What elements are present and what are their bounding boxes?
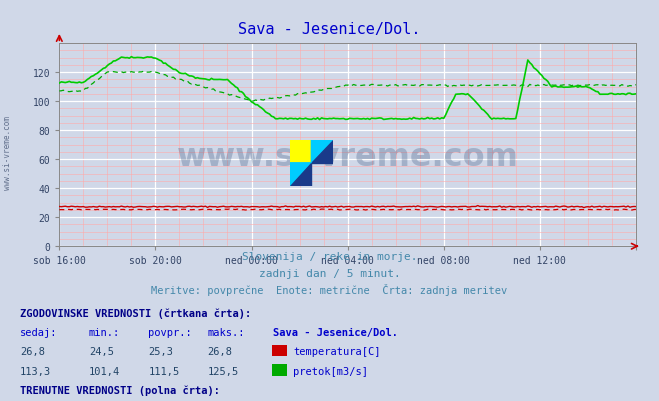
Text: ZGODOVINSKE VREDNOSTI (črtkana črta):: ZGODOVINSKE VREDNOSTI (črtkana črta): xyxy=(20,308,251,318)
Bar xyxy=(290,140,312,164)
Text: Sava - Jesenice/Dol.: Sava - Jesenice/Dol. xyxy=(273,327,399,337)
Text: 113,3: 113,3 xyxy=(20,366,51,376)
Text: Slovenija / reke in morje.: Slovenija / reke in morje. xyxy=(242,252,417,262)
Text: Sava - Jesenice/Dol.: Sava - Jesenice/Dol. xyxy=(239,22,420,37)
Text: maks.:: maks.: xyxy=(208,327,245,337)
Text: min.:: min.: xyxy=(89,327,120,337)
Text: temperatura[C]: temperatura[C] xyxy=(293,346,381,356)
Text: 25,3: 25,3 xyxy=(148,346,173,356)
Text: povpr.:: povpr.: xyxy=(148,327,192,337)
Text: zadnji dan / 5 minut.: zadnji dan / 5 minut. xyxy=(258,269,401,279)
Polygon shape xyxy=(312,140,333,164)
Text: www.si-vreme.com: www.si-vreme.com xyxy=(177,142,519,173)
Text: 111,5: 111,5 xyxy=(148,366,179,376)
Polygon shape xyxy=(290,164,312,186)
Text: sedaj:: sedaj: xyxy=(20,327,57,337)
Text: TRENUTNE VREDNOSTI (polna črta):: TRENUTNE VREDNOSTI (polna črta): xyxy=(20,385,219,395)
Text: 125,5: 125,5 xyxy=(208,366,239,376)
Text: pretok[m3/s]: pretok[m3/s] xyxy=(293,366,368,376)
Polygon shape xyxy=(312,140,333,164)
Text: 101,4: 101,4 xyxy=(89,366,120,376)
Text: 26,8: 26,8 xyxy=(20,346,45,356)
Polygon shape xyxy=(290,164,312,186)
Text: 26,8: 26,8 xyxy=(208,346,233,356)
Text: www.si-vreme.com: www.si-vreme.com xyxy=(3,115,13,189)
Text: Meritve: povprečne  Enote: metrične  Črta: zadnja meritev: Meritve: povprečne Enote: metrične Črta:… xyxy=(152,284,507,296)
Text: 24,5: 24,5 xyxy=(89,346,114,356)
